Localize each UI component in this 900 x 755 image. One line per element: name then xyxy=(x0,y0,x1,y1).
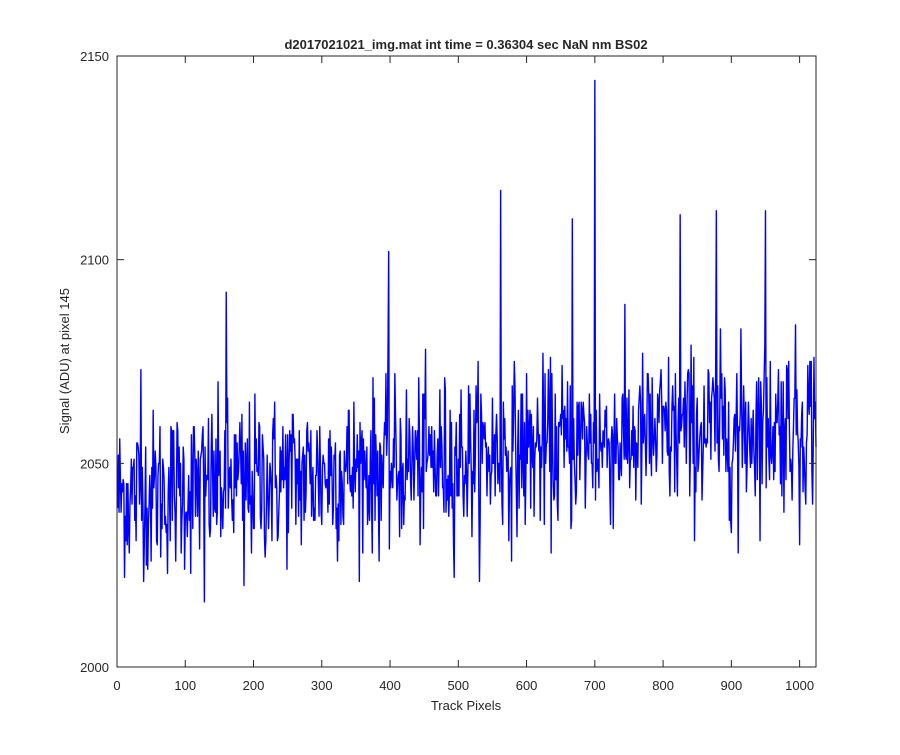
x-tick-label: 0 xyxy=(113,678,120,693)
y-tick-label: 2000 xyxy=(80,660,109,675)
chart-title: d2017021021_img.mat int time = 0.36304 s… xyxy=(284,37,647,52)
y-tick-label: 2050 xyxy=(80,456,109,471)
x-tick-label: 900 xyxy=(721,678,743,693)
x-axis-label: Track Pixels xyxy=(431,698,502,713)
x-tick-label: 100 xyxy=(174,678,196,693)
axes-background xyxy=(117,56,816,667)
y-tick-label: 2100 xyxy=(80,253,109,268)
x-tick-label: 300 xyxy=(311,678,333,693)
y-tick-label: 2150 xyxy=(80,49,109,64)
series-line xyxy=(116,79,817,603)
x-tick-label: 600 xyxy=(516,678,538,693)
y-axis-label: Signal (ADU) at pixel 145 xyxy=(57,288,72,434)
x-tick-label: 700 xyxy=(584,678,606,693)
x-tick-label: 200 xyxy=(243,678,265,693)
x-tick-label: 1000 xyxy=(785,678,814,693)
plot-area: 0 100 200 300 400 500 600 700 800 900 1000 2000 2050… xyxy=(80,49,817,693)
x-tick-label: 500 xyxy=(447,678,469,693)
axes-box xyxy=(116,55,817,668)
x-tick-label: 400 xyxy=(379,678,401,693)
x-tick-label: 800 xyxy=(652,678,674,693)
